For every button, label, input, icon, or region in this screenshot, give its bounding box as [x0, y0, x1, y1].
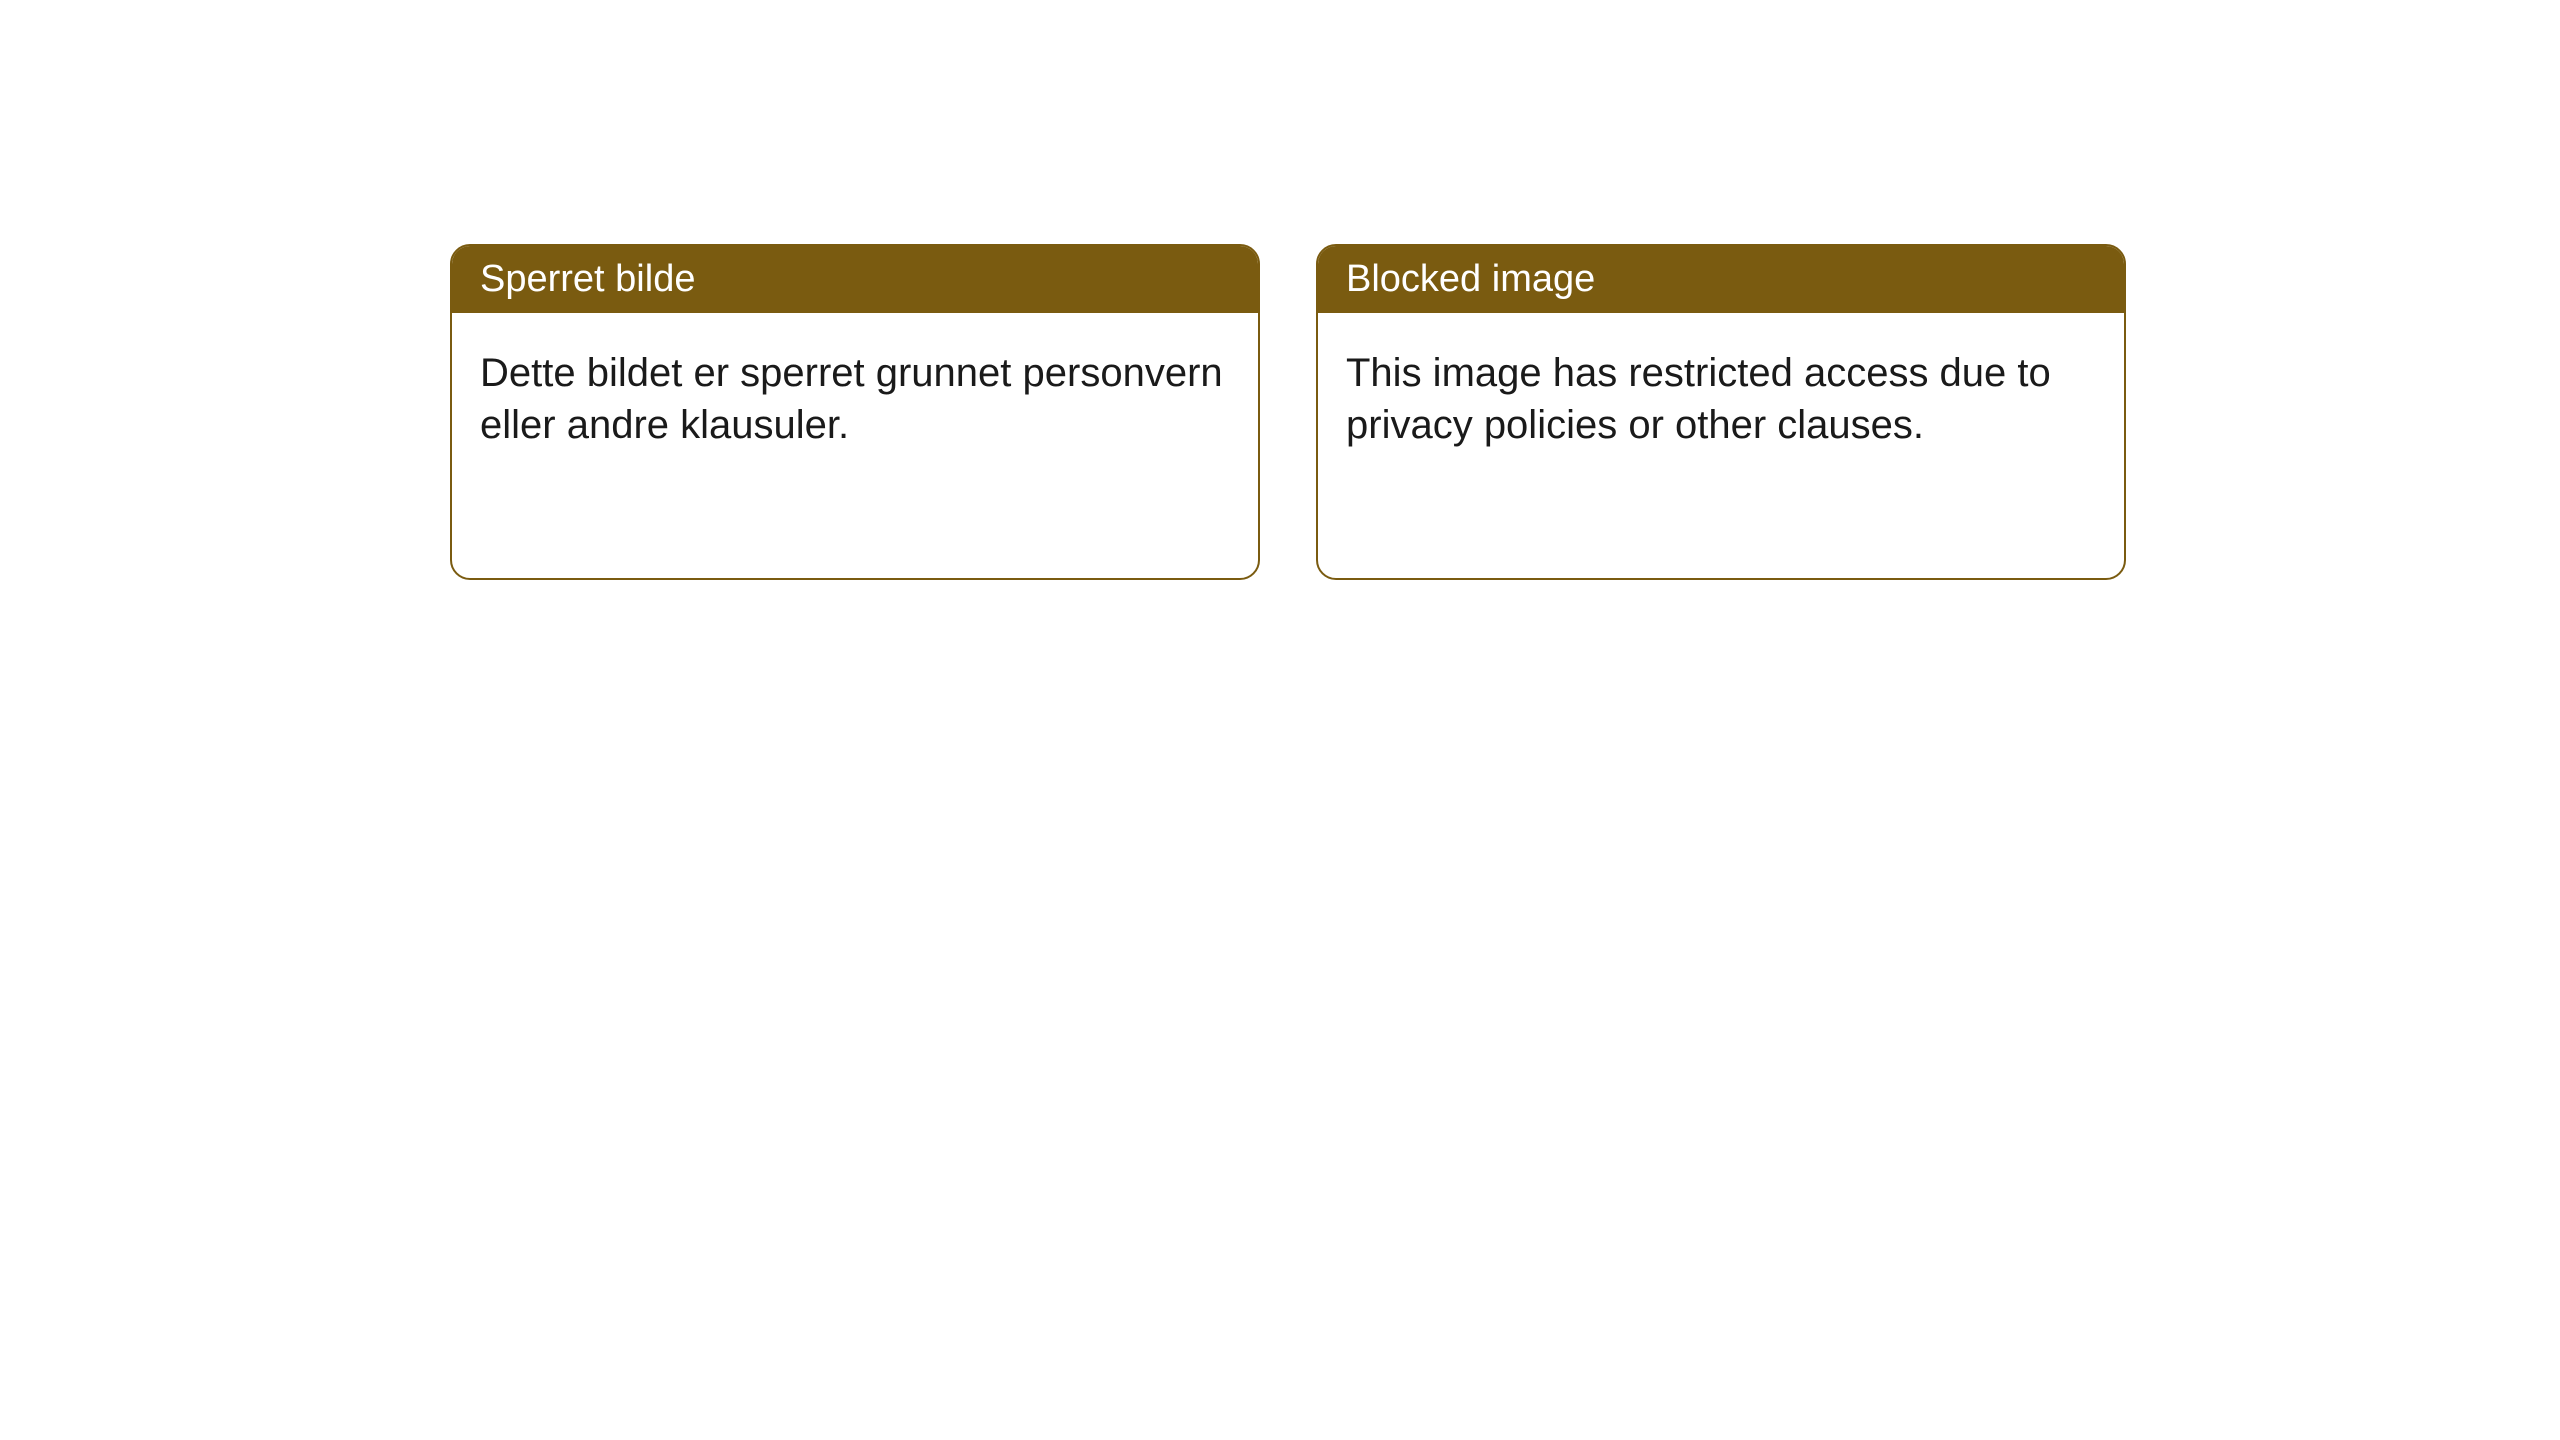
card-header: Blocked image	[1318, 246, 2124, 313]
notice-cards-container: Sperret bilde Dette bildet er sperret gr…	[450, 244, 2126, 580]
card-header: Sperret bilde	[452, 246, 1258, 313]
notice-card-norwegian: Sperret bilde Dette bildet er sperret gr…	[450, 244, 1260, 580]
card-body: This image has restricted access due to …	[1318, 313, 2124, 485]
card-body: Dette bildet er sperret grunnet personve…	[452, 313, 1258, 485]
notice-card-english: Blocked image This image has restricted …	[1316, 244, 2126, 580]
